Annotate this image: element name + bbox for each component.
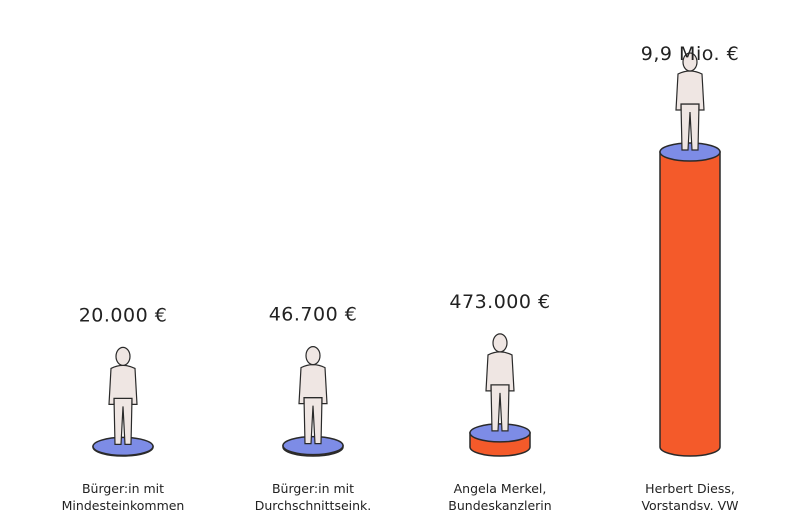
- cylinder-body: [659, 151, 721, 457]
- person: [485, 333, 515, 432]
- person-legs: [490, 384, 510, 432]
- cylinder: [282, 435, 344, 457]
- value-label: 9,9 Mio. €: [641, 43, 739, 65]
- person-head: [305, 346, 321, 366]
- cylinder: [92, 436, 154, 457]
- person-legs: [303, 397, 323, 445]
- person-head: [115, 346, 131, 367]
- cylinder: [659, 142, 721, 457]
- category-label: Bürger:in mit Durchschnittseink.: [254, 481, 372, 513]
- person: [298, 346, 328, 445]
- person-body: [675, 70, 705, 111]
- cylinder-top: [469, 423, 531, 443]
- cylinder-top: [659, 142, 721, 162]
- cylinder-top: [92, 436, 154, 457]
- cylinder-top: [282, 435, 344, 456]
- person-legs: [113, 397, 133, 446]
- cylinder: [469, 423, 531, 457]
- person: [675, 52, 705, 151]
- value-label: 473.000 €: [449, 291, 550, 313]
- category-label: Angela Merkel, Bundeskanzlerin: [448, 481, 552, 513]
- person-head: [682, 52, 698, 72]
- person-body: [485, 351, 515, 392]
- person-body: [298, 364, 328, 405]
- person-legs: [680, 103, 700, 151]
- person-body: [108, 364, 138, 406]
- value-label: 46.700 €: [269, 304, 358, 326]
- person-head: [492, 333, 508, 353]
- category-label: Bürger:in mit Mindesteinkommen: [61, 481, 185, 513]
- person: [108, 346, 138, 446]
- category-label: Herbert Diess, Vorstandsv. VW: [641, 481, 739, 513]
- value-label: 20.000 €: [79, 304, 168, 326]
